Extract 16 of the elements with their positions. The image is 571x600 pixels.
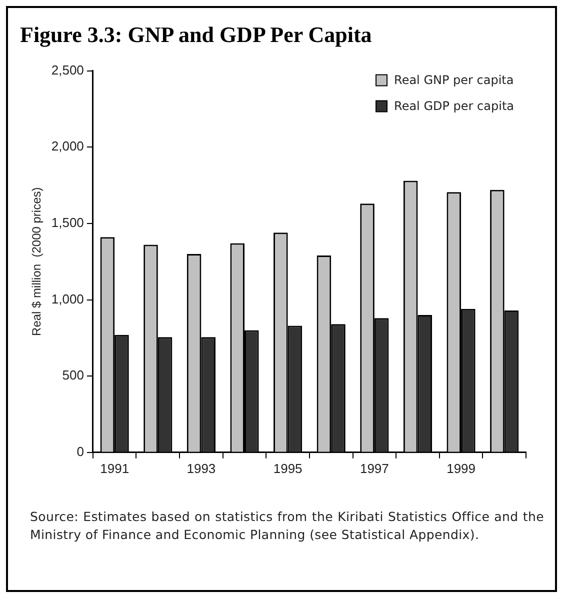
y-tick-label: 0 [76,444,84,459]
x-tick-label: 1991 [100,460,130,476]
y-tick-label: 1,000 [51,291,84,306]
y-tick-label: 2,500 [51,62,84,78]
y-tick-label: 2,000 [51,138,84,154]
y-tick-label: 500 [62,368,84,383]
legend-label: Real GNP per capita [394,72,514,87]
x-tick-label: 1993 [186,460,216,476]
x-tick-label: 1997 [360,460,389,476]
chart-title: Figure 3.3: GNP and GDP Per Capita [20,22,372,48]
source-note: Source: Estimates based on statistics from the Kiribati Statistics Office and the Ministry of Finance and Economic Planning (see Statistical Appendix). [30,508,544,544]
x-tick-label: 1995 [273,460,302,476]
y-axis-title: Real $ million (2000 prices) [30,187,44,336]
x-tick-label: 1999 [446,460,476,476]
legend-label: Real GDP per capita [394,98,514,113]
y-tick-label: 1,500 [51,215,84,230]
